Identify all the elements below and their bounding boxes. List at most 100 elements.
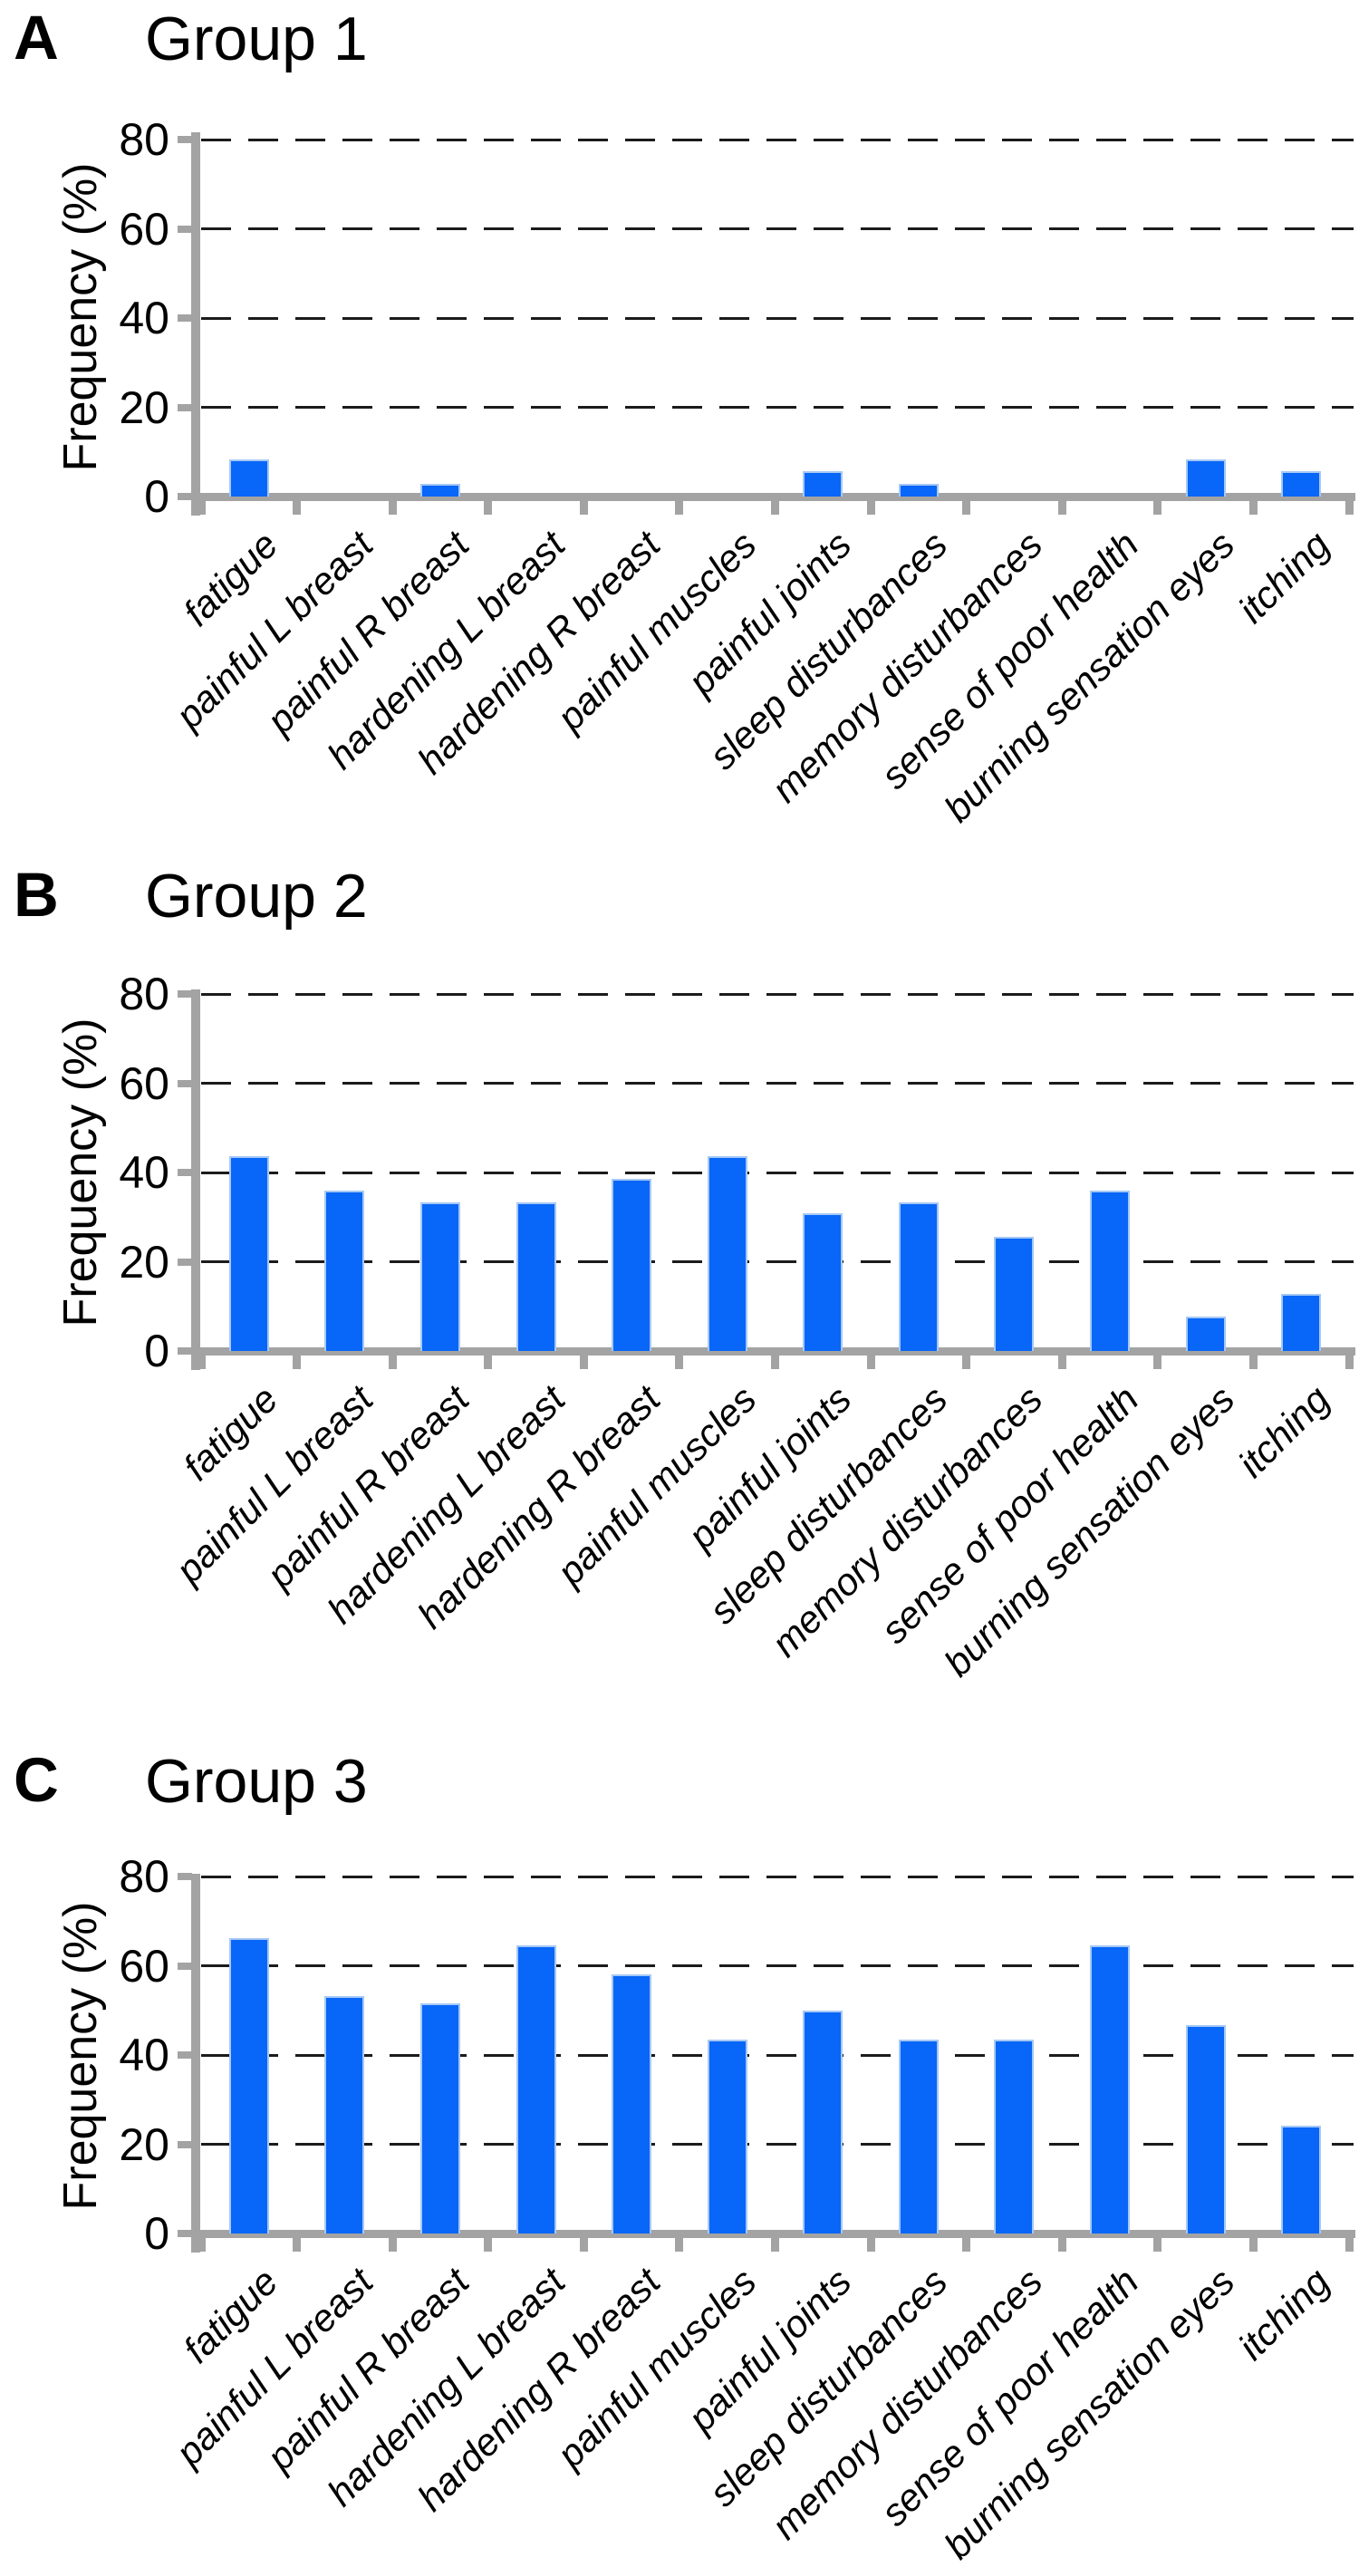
bar: [994, 1236, 1035, 1351]
gridline: [201, 1964, 1354, 1967]
x-axis-tick: [1248, 1355, 1258, 1369]
x-axis-tick: [197, 1355, 206, 1369]
gridline: [201, 2143, 1354, 2146]
gridline: [201, 1875, 1354, 1878]
bar: [1281, 1293, 1322, 1351]
gridline: [201, 992, 1354, 996]
gridline: [201, 406, 1354, 409]
y-tick-label: 40: [119, 1147, 169, 1198]
panel-header: A Group 1: [0, 6, 815, 79]
x-axis-tick: [962, 500, 971, 515]
y-tick-label: 80: [119, 114, 169, 165]
panel-letter: C: [14, 1745, 59, 1815]
x-axis-tick: [1057, 500, 1066, 515]
y-tick-label: 60: [119, 203, 169, 255]
x-axis-tick: [675, 2237, 684, 2252]
bar: [419, 484, 460, 497]
gridline: [201, 1171, 1354, 1174]
bar: [898, 2039, 939, 2233]
y-tick-label: 60: [119, 1940, 169, 1992]
bar: [707, 1156, 747, 1351]
y-axis-tick: [178, 990, 192, 998]
x-axis-tick: [675, 500, 684, 515]
bar: [1185, 1317, 1226, 1351]
x-axis-tick: [771, 2237, 779, 2252]
y-tick-label: 40: [119, 293, 169, 343]
x-axis-tick: [771, 1355, 779, 1369]
panel-letter: A: [14, 3, 59, 72]
bar: [228, 1156, 269, 1351]
y-axis-tick: [178, 2140, 192, 2148]
gridline: [201, 2053, 1354, 2057]
gridline: [201, 138, 1354, 141]
y-tick-label: 20: [119, 1236, 169, 1288]
bar: [803, 2010, 843, 2233]
bar: [324, 1995, 365, 2233]
x-axis-tick: [675, 1355, 684, 1369]
x-axis-tick: [197, 500, 206, 515]
y-axis-line: [191, 132, 200, 516]
x-axis-tick: [293, 2237, 302, 2252]
y-axis-tick: [178, 1873, 192, 1880]
x-axis-tick: [579, 500, 588, 515]
x-axis-tick: [1153, 500, 1162, 515]
bar: [1090, 1191, 1131, 1351]
bar: [898, 484, 939, 497]
gridline: [201, 227, 1354, 230]
x-axis-tick: [962, 2237, 971, 2252]
y-tick-label: 0: [144, 2208, 169, 2259]
bar: [419, 2002, 460, 2233]
x-axis-tick: [1057, 1355, 1066, 1369]
x-axis-tick: [866, 500, 875, 515]
y-axis-tick: [178, 2051, 192, 2059]
x-axis-tick: [1248, 2237, 1258, 2252]
x-axis-tick: [962, 1355, 971, 1369]
bar: [516, 1945, 556, 2233]
chart-title: Group 3: [145, 1747, 368, 1816]
x-axis-tick: [388, 500, 397, 515]
x-axis-tick: [293, 500, 302, 515]
x-axis-tick: [1248, 500, 1258, 515]
x-axis-line: [191, 493, 1355, 501]
x-axis-tick: [866, 2237, 875, 2252]
y-tick-label: 20: [119, 381, 169, 433]
gridline: [201, 1260, 1354, 1263]
y-axis-tick: [178, 403, 192, 411]
x-axis-tick: [771, 500, 779, 515]
x-axis-tick: [579, 2237, 588, 2252]
bar: [803, 471, 843, 497]
bar: [1281, 471, 1322, 497]
x-axis-tick: [388, 1355, 397, 1369]
bar: [228, 459, 269, 497]
panel-header: B Group 2: [0, 863, 815, 936]
chart-title: Group 1: [145, 5, 368, 73]
y-axis-tick: [178, 1962, 192, 1970]
y-tick-label: 80: [119, 969, 169, 1019]
y-axis-tick: [178, 1079, 192, 1087]
x-axis-line: [191, 2230, 1355, 2238]
y-tick-label: 0: [144, 471, 169, 522]
panel-letter: B: [14, 860, 59, 930]
bar: [419, 1201, 460, 1351]
bar: [994, 2039, 1035, 2233]
y-axis-line: [191, 1874, 200, 2253]
y-tick-label: 60: [119, 1057, 169, 1109]
x-axis-tick: [1345, 2237, 1354, 2252]
y-tick-label: 20: [119, 2118, 169, 2170]
bar: [612, 1973, 652, 2233]
y-axis-tick: [178, 314, 192, 322]
y-axis-tick: [178, 493, 192, 500]
gridline: [201, 316, 1354, 320]
y-axis-tick: [178, 2230, 192, 2237]
y-axis-line: [191, 989, 200, 1370]
x-axis-tick: [579, 1355, 588, 1369]
x-axis-tick: [484, 1355, 493, 1369]
y-axis-tick: [178, 1347, 192, 1355]
x-axis-tick: [388, 2237, 397, 2252]
bar: [898, 1201, 939, 1351]
gridline: [201, 1082, 1354, 1085]
x-axis-tick: [1153, 1355, 1162, 1369]
bar: [803, 1213, 843, 1351]
panel-header: C Group 3: [0, 1749, 815, 1821]
